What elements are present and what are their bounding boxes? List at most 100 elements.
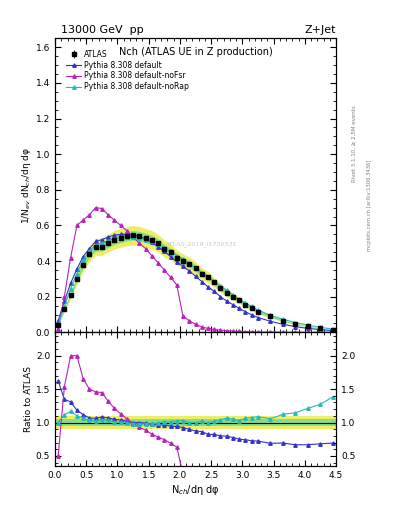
Pythia 8.308 default-noRap (181, 256, 185, 262)
Pythia 8.308 default (75, 266, 79, 272)
Pythia 8.308 default-noRap (125, 234, 129, 240)
Pythia 8.308 default-noRap (106, 238, 110, 244)
Pythia 8.308 default-noRap (224, 287, 229, 293)
Pythia 8.308 default-noRap (118, 234, 123, 240)
Pythia 8.308 default-noRap (156, 241, 160, 247)
Pythia 8.308 default-noRap (306, 322, 310, 328)
Text: 13000 GeV  pp: 13000 GeV pp (61, 25, 143, 35)
Pythia 8.308 default (206, 284, 210, 290)
Pythia 8.308 default (56, 317, 61, 324)
Pythia 8.308 default-noRap (174, 252, 179, 259)
Pythia 8.308 default-noRap (93, 242, 98, 248)
Pythia 8.308 default (62, 298, 67, 304)
Pythia 8.308 default-noFsr (281, 329, 285, 335)
Line: Pythia 8.308 default: Pythia 8.308 default (57, 232, 334, 332)
Pythia 8.308 default-noFsr (331, 329, 335, 335)
Pythia 8.308 default-noRap (331, 326, 335, 332)
Pythia 8.308 default (331, 328, 335, 334)
Text: ATLAS_2019_I1736531: ATLAS_2019_I1736531 (165, 241, 237, 247)
Pythia 8.308 default-noFsr (174, 282, 179, 288)
Pythia 8.308 default-noRap (149, 239, 154, 245)
Pythia 8.308 default (199, 279, 204, 285)
Pythia 8.308 default-noFsr (75, 222, 79, 228)
Pythia 8.308 default-noFsr (68, 254, 73, 261)
Line: Pythia 8.308 default-noFsr: Pythia 8.308 default-noFsr (57, 206, 334, 334)
Pythia 8.308 default (93, 239, 98, 245)
Legend: ATLAS, Pythia 8.308 default, Pythia 8.308 default-noFsr, Pythia 8.308 default-no: ATLAS, Pythia 8.308 default, Pythia 8.30… (64, 48, 191, 93)
Pythia 8.308 default-noFsr (125, 228, 129, 234)
Pythia 8.308 default-noFsr (206, 325, 210, 331)
Line: Pythia 8.308 default-noRap: Pythia 8.308 default-noRap (57, 236, 334, 331)
Pythia 8.308 default (281, 321, 285, 327)
Pythia 8.308 default-noRap (87, 248, 92, 254)
Pythia 8.308 default-noFsr (181, 313, 185, 319)
Pythia 8.308 default-noFsr (137, 240, 142, 246)
Pythia 8.308 default (255, 314, 260, 321)
Text: mcplots.cern.ch [arXiv:1306.3436]: mcplots.cern.ch [arXiv:1306.3436] (367, 159, 373, 250)
Pythia 8.308 default (106, 234, 110, 240)
Pythia 8.308 default (174, 259, 179, 265)
Pythia 8.308 default-noRap (62, 304, 67, 310)
Pythia 8.308 default (181, 263, 185, 269)
Pythia 8.308 default (306, 325, 310, 331)
Pythia 8.308 default (68, 280, 73, 286)
X-axis label: N$_{ch}$/dη dφ: N$_{ch}$/dη dφ (171, 482, 220, 497)
Pythia 8.308 default (212, 288, 217, 294)
Pythia 8.308 default-noRap (237, 296, 242, 303)
Pythia 8.308 default (243, 309, 248, 315)
Pythia 8.308 default-noFsr (306, 329, 310, 335)
Pythia 8.308 default (193, 273, 198, 279)
Pythia 8.308 default-noRap (112, 236, 117, 242)
Pythia 8.308 default-noRap (206, 274, 210, 280)
Pythia 8.308 default-noRap (212, 279, 217, 285)
Pythia 8.308 default (137, 233, 142, 239)
Pythia 8.308 default-noFsr (62, 293, 67, 300)
Pythia 8.308 default-noFsr (187, 317, 192, 324)
Pythia 8.308 default-noFsr (199, 324, 204, 330)
Text: Nch (ATLAS UE in Z production): Nch (ATLAS UE in Z production) (119, 47, 272, 57)
Pythia 8.308 default (87, 246, 92, 252)
Pythia 8.308 default (218, 293, 223, 300)
Pythia 8.308 default-noFsr (212, 326, 217, 332)
Pythia 8.308 default-noFsr (143, 246, 148, 252)
Pythia 8.308 default (118, 231, 123, 238)
Pythia 8.308 default-noFsr (268, 329, 273, 335)
Pythia 8.308 default-noFsr (81, 217, 86, 223)
Text: Rivet 3.1.10, ≥ 2.5M events: Rivet 3.1.10, ≥ 2.5M events (352, 105, 357, 182)
Pythia 8.308 default-noRap (68, 286, 73, 292)
Pythia 8.308 default-noFsr (193, 321, 198, 327)
Pythia 8.308 default-noFsr (224, 328, 229, 334)
Pythia 8.308 default-noFsr (149, 252, 154, 259)
Pythia 8.308 default-noRap (168, 248, 173, 254)
Pythia 8.308 default-noFsr (131, 234, 136, 240)
Pythia 8.308 default-noRap (99, 240, 104, 246)
Pythia 8.308 default-noFsr (93, 205, 98, 211)
Pythia 8.308 default-noFsr (318, 329, 323, 335)
Pythia 8.308 default-noRap (75, 270, 79, 276)
Pythia 8.308 default-noRap (199, 270, 204, 276)
Pythia 8.308 default (187, 268, 192, 274)
Pythia 8.308 default-noRap (318, 324, 323, 330)
Pythia 8.308 default-noRap (81, 257, 86, 263)
Pythia 8.308 default-noRap (187, 261, 192, 267)
Pythia 8.308 default-noFsr (231, 328, 235, 334)
Pythia 8.308 default-noRap (56, 322, 61, 328)
Pythia 8.308 default-noRap (193, 265, 198, 271)
Pythia 8.308 default-noRap (293, 319, 298, 326)
Pythia 8.308 default-noRap (137, 235, 142, 241)
Pythia 8.308 default-noFsr (112, 217, 117, 223)
Pythia 8.308 default (293, 324, 298, 330)
Pythia 8.308 default-noRap (143, 237, 148, 243)
Pythia 8.308 default-noRap (281, 316, 285, 323)
Pythia 8.308 default (125, 231, 129, 238)
Pythia 8.308 default (224, 298, 229, 304)
Pythia 8.308 default-noRap (218, 283, 223, 289)
Pythia 8.308 default-noFsr (250, 329, 254, 335)
Pythia 8.308 default (99, 237, 104, 243)
Pythia 8.308 default-noRap (268, 312, 273, 318)
Pythia 8.308 default-noRap (162, 245, 167, 251)
Pythia 8.308 default (149, 239, 154, 245)
Pythia 8.308 default (112, 232, 117, 238)
Pythia 8.308 default-noFsr (218, 327, 223, 333)
Pythia 8.308 default (237, 305, 242, 311)
